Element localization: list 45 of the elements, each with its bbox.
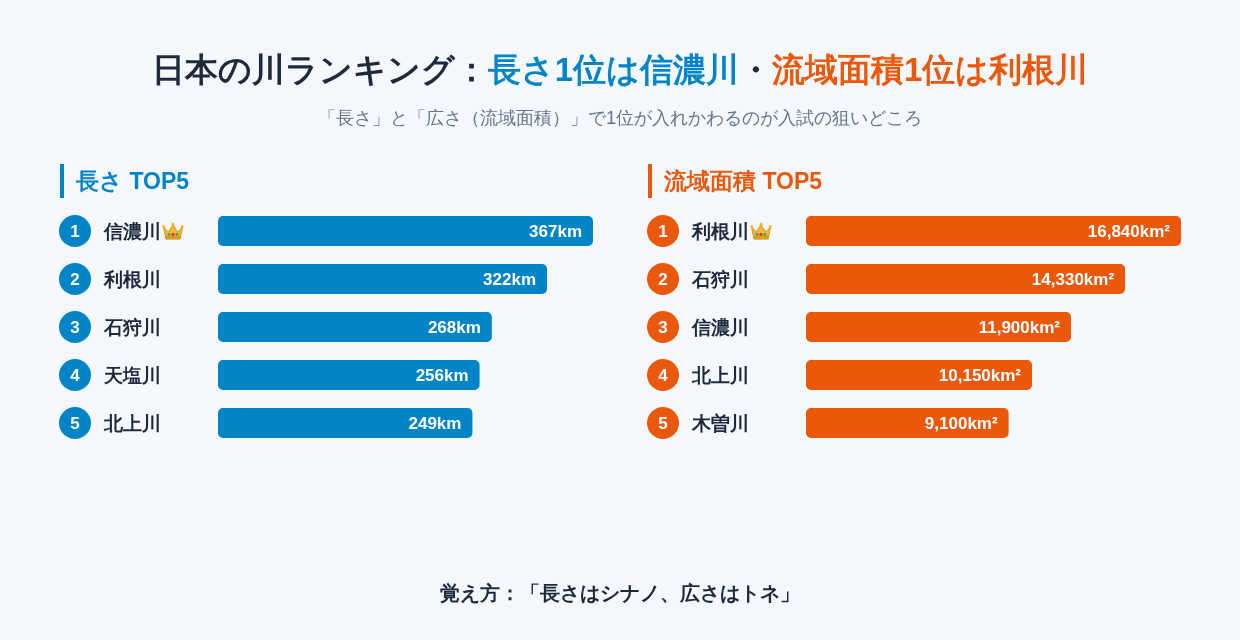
- bar: [806, 264, 1126, 294]
- y-tick-label: 北上川: [691, 364, 749, 386]
- y-tick-label: 信濃川: [691, 316, 749, 338]
- data-label: 249km: [408, 413, 462, 433]
- data-label: 322km: [483, 269, 537, 289]
- text: 覚え方：「長さはシナノ、広さはトネ」: [439, 581, 801, 606]
- bar: [806, 408, 1009, 438]
- text: 「長さ」と「広さ（流域面積）」で1位が入れかわるのが入試の狙いどころ: [316, 106, 924, 130]
- y-tick-label: 利根川: [103, 268, 161, 290]
- chart-title: 流域面積 TOP5: [648, 164, 823, 198]
- y-tick-label: 天塩川: [103, 364, 161, 386]
- data-label: 9,100km²: [924, 413, 998, 433]
- data-label: 256km: [415, 365, 469, 385]
- data-label: 16,840km²: [1087, 221, 1171, 241]
- bar: [806, 360, 1033, 390]
- data-label: 268km: [427, 317, 481, 337]
- bar: [218, 216, 593, 246]
- y-tick-label: 信濃川: [103, 220, 161, 242]
- bar: [218, 312, 492, 342]
- text: 2: [658, 269, 668, 289]
- y-tick-label: 北上川: [103, 412, 161, 434]
- data-label: 10,150km²: [938, 365, 1022, 385]
- text: 1: [658, 221, 668, 241]
- text: 3: [70, 317, 80, 337]
- text: 4: [658, 365, 669, 385]
- bar: [218, 264, 548, 294]
- data-label: 11,900km²: [978, 317, 1061, 337]
- y-tick-label: 利根川: [691, 220, 749, 242]
- data-label: 367km: [529, 221, 582, 241]
- text: 1: [70, 221, 80, 241]
- text: 3: [658, 317, 668, 337]
- text: 4: [70, 365, 81, 385]
- text: 日本の川ランキング：長さ1位は信濃川・流域面積1位は利根川: [151, 51, 1089, 88]
- bar: [806, 216, 1181, 246]
- bar: [806, 312, 1071, 342]
- y-tick-label: 石狩川: [691, 268, 749, 290]
- bar: [218, 408, 473, 438]
- y-tick-label: 石狩川: [103, 316, 161, 338]
- text: 5: [658, 413, 668, 433]
- text: 5: [70, 413, 80, 433]
- y-tick-label: 木曽川: [691, 412, 749, 434]
- bar: [218, 360, 480, 390]
- text: 2: [70, 269, 80, 289]
- chart-title: 長さ TOP5: [60, 164, 190, 198]
- data-label: 14,330km²: [1031, 269, 1115, 289]
